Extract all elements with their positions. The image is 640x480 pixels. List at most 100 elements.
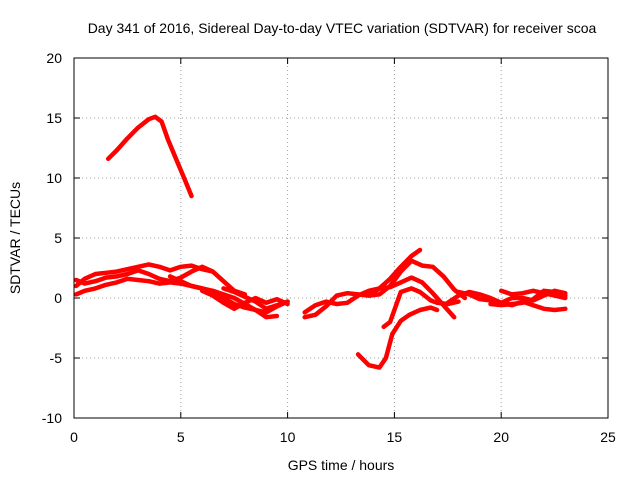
- data-point: [168, 268, 172, 273]
- data-point: [563, 296, 568, 300]
- data-point: [153, 115, 157, 119]
- data-point: [531, 289, 535, 293]
- data-point: [232, 296, 236, 300]
- y-tick-label: 20: [46, 50, 62, 66]
- data-point: [125, 136, 130, 141]
- data-point: [106, 157, 110, 161]
- data-point: [166, 137, 170, 142]
- chart-title: Day 341 of 2016, Sidereal Day-to-day VTE…: [88, 20, 597, 36]
- data-point: [388, 284, 392, 288]
- data-point: [384, 356, 388, 360]
- data-point: [104, 283, 108, 287]
- data-point: [407, 313, 412, 317]
- data-point: [345, 301, 350, 305]
- data-point: [114, 274, 119, 279]
- data-point: [243, 301, 247, 305]
- data-point: [82, 281, 87, 286]
- data-point: [452, 287, 457, 292]
- data-point: [200, 265, 204, 269]
- data-point: [356, 352, 360, 357]
- data-point: [418, 248, 422, 252]
- data-point: [488, 302, 493, 306]
- data-point: [499, 289, 504, 293]
- y-tick-label: -5: [50, 350, 63, 366]
- x-tick-label: 20: [493, 429, 509, 445]
- data-point: [552, 290, 557, 294]
- data-point: [183, 178, 187, 183]
- data-point: [399, 280, 403, 285]
- series-line-arc-8: [302, 258, 468, 320]
- data-point: [82, 289, 87, 293]
- data-point: [377, 286, 382, 291]
- y-tick-label: 15: [46, 110, 62, 126]
- plot-frame: [73, 57, 609, 419]
- data-point: [147, 272, 151, 276]
- data-point: [125, 267, 130, 272]
- data-point: [542, 291, 546, 296]
- data-point: [302, 310, 307, 315]
- data-point: [367, 289, 371, 293]
- data-point: [104, 275, 108, 280]
- data-point: [179, 265, 183, 269]
- data-point: [74, 278, 78, 282]
- data-point: [399, 265, 403, 269]
- data-point: [253, 308, 258, 312]
- data-point: [253, 299, 258, 304]
- data-point: [390, 332, 395, 336]
- x-tick-label: 0: [70, 429, 78, 445]
- data-point: [82, 277, 87, 281]
- data-point: [157, 265, 162, 269]
- data-point: [520, 296, 525, 300]
- data-point: [275, 314, 279, 318]
- data-point: [552, 293, 557, 298]
- data-point: [147, 262, 151, 267]
- data-point: [377, 365, 382, 370]
- data-point: [446, 301, 450, 305]
- data-point: [189, 284, 194, 288]
- data-point: [399, 290, 403, 294]
- data-point: [456, 293, 461, 298]
- data-point: [345, 291, 350, 296]
- data-point: [104, 271, 108, 275]
- data-point: [418, 308, 422, 312]
- series-line-arc-9: [355, 305, 440, 370]
- data-point: [179, 279, 183, 284]
- data-point: [435, 301, 439, 305]
- data-point: [136, 278, 140, 282]
- data-point: [552, 308, 557, 312]
- data-point: [189, 263, 194, 268]
- data-point: [409, 275, 414, 280]
- data-point: [520, 291, 525, 296]
- data-point: [114, 269, 119, 274]
- data-point: [211, 293, 215, 298]
- data-point: [388, 320, 392, 324]
- data-point: [392, 308, 397, 312]
- data-point: [189, 194, 194, 198]
- data-point: [367, 363, 371, 368]
- series-line-arc-4: [167, 274, 290, 315]
- data-point: [324, 304, 328, 309]
- grid: [74, 58, 608, 418]
- y-tick-label: 0: [54, 290, 62, 306]
- data-point: [531, 303, 535, 308]
- data-point: [168, 274, 172, 279]
- data-point: [275, 303, 279, 308]
- data-point: [488, 298, 493, 303]
- data-point: [93, 272, 98, 276]
- data-point: [381, 325, 386, 329]
- data-point: [334, 293, 339, 298]
- data-point: [243, 295, 247, 299]
- x-tick-label: 5: [177, 429, 185, 445]
- data-point: [435, 308, 439, 312]
- data-point: [221, 301, 226, 305]
- data-point: [264, 301, 269, 305]
- data-point: [542, 307, 546, 311]
- y-tick-label: 5: [54, 230, 62, 246]
- data-point: [510, 292, 514, 297]
- axis-ticks: 0 5 10 15 20 25 -10 -5 0 5 10 15 20: [42, 50, 616, 445]
- data-point: [264, 315, 269, 320]
- data-point: [157, 277, 162, 281]
- data-point: [409, 254, 414, 258]
- data-point: [452, 315, 457, 320]
- data-point: [431, 265, 435, 269]
